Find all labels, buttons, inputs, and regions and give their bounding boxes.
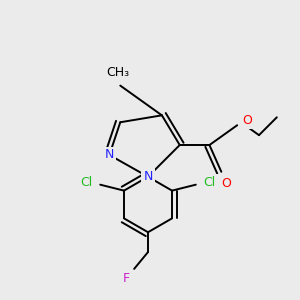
Text: F: F	[123, 272, 130, 285]
Text: Cl: Cl	[204, 176, 216, 189]
Text: O: O	[221, 177, 231, 190]
Text: N: N	[105, 148, 114, 161]
Text: N: N	[143, 170, 153, 183]
Text: O: O	[242, 114, 252, 127]
Text: CH₃: CH₃	[107, 66, 130, 79]
Text: Cl: Cl	[80, 176, 92, 189]
